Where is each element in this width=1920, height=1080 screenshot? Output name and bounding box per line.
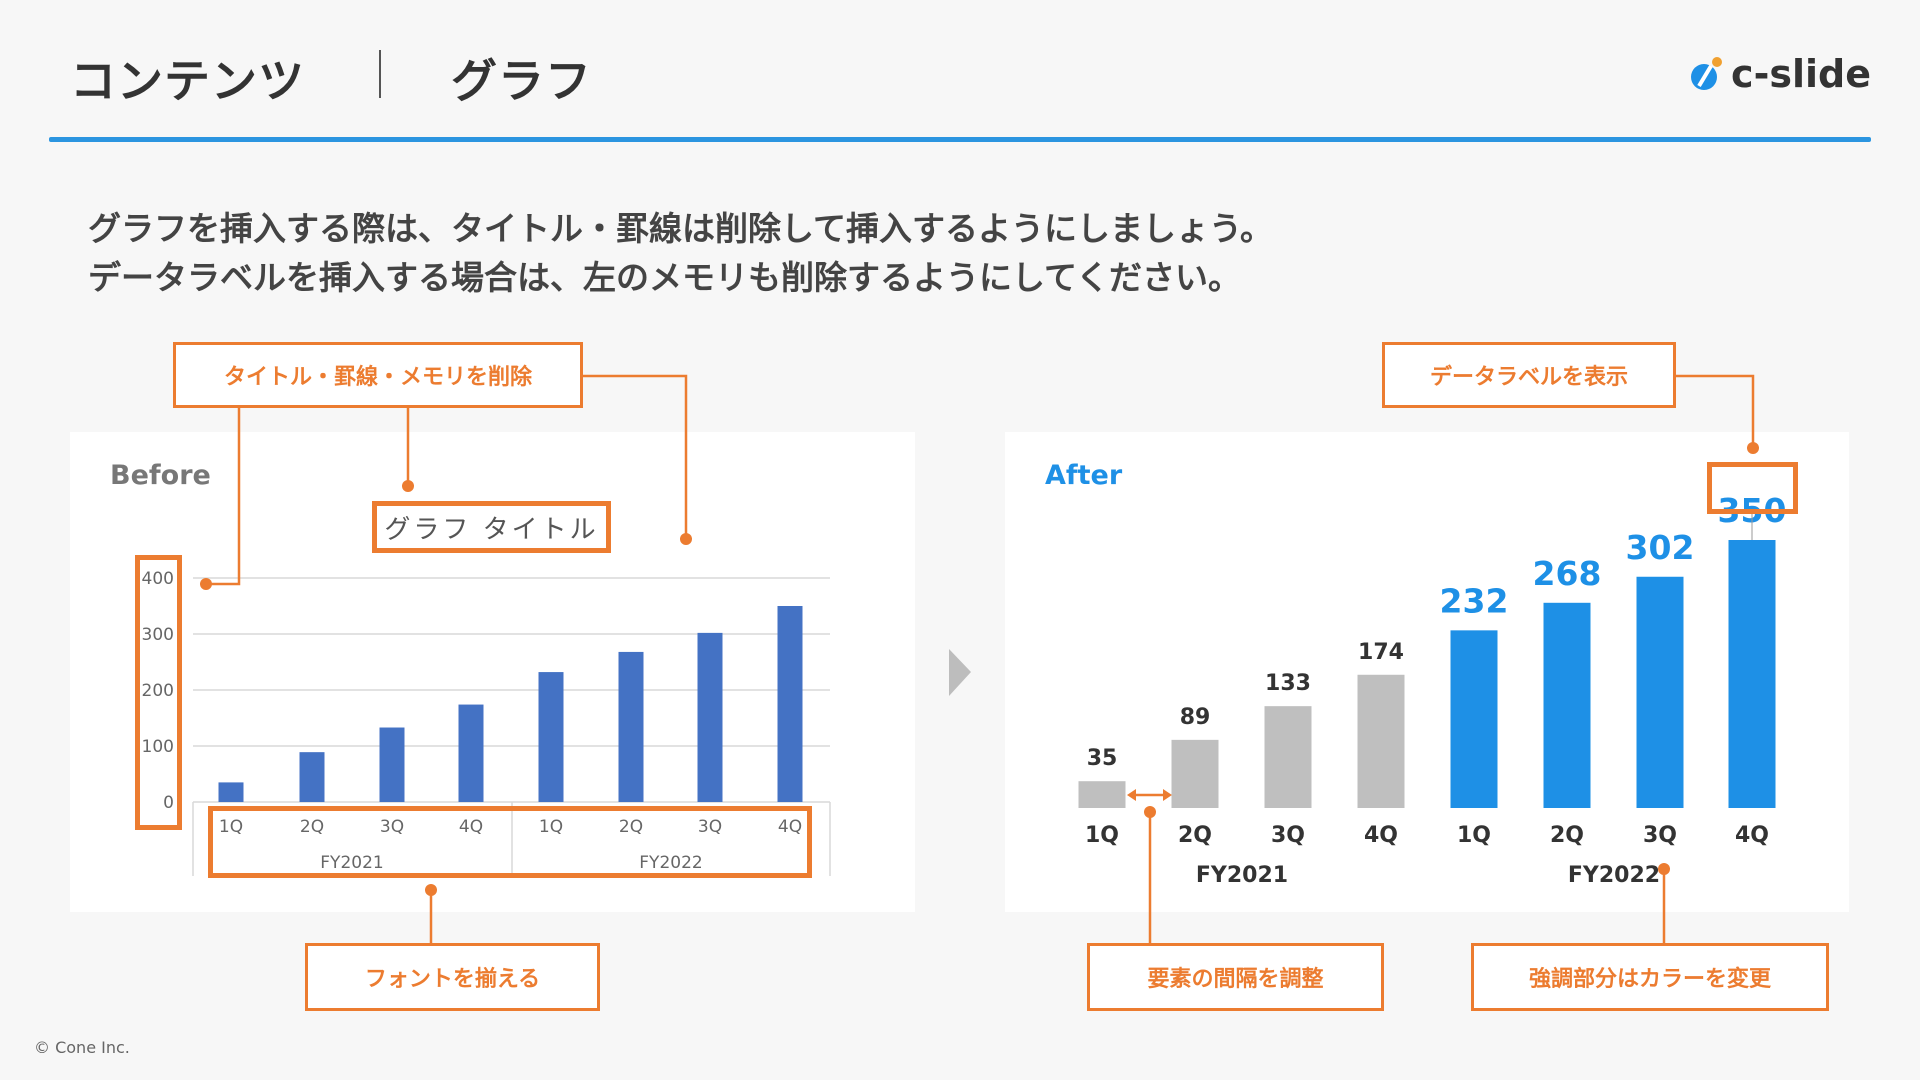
footer-copyright: © Cone Inc.	[34, 1038, 130, 1057]
before-bar	[618, 651, 644, 802]
before-bar	[458, 704, 484, 802]
after-bar	[1636, 576, 1684, 808]
before-bar	[538, 672, 564, 802]
before-category-label: 1Q	[539, 817, 563, 837]
before-category-label: 1Q	[219, 817, 243, 837]
connector-dot	[1658, 863, 1670, 875]
y-tick-label: 100	[142, 737, 174, 757]
connector-dot	[1144, 806, 1156, 818]
after-category-label: 1Q	[1085, 823, 1119, 848]
spacing-arrowheads	[1127, 789, 1172, 801]
y-tick-label: 0	[163, 793, 174, 813]
before-category-label: 2Q	[619, 817, 643, 837]
before-chart-title: グラフ タイトル	[372, 501, 611, 553]
callout-color: 強調部分はカラーを変更	[1471, 943, 1829, 1011]
callout-remove: タイトル・罫線・メモリを削除	[173, 342, 583, 408]
connector-dot	[1747, 442, 1759, 454]
before-category-label: 2Q	[300, 817, 324, 837]
y-tick-label: 300	[142, 625, 174, 645]
after-category-label: 3Q	[1643, 823, 1677, 848]
logo: c-slide	[1691, 52, 1871, 96]
after-bar	[1450, 630, 1498, 808]
after-bar	[1357, 674, 1405, 808]
y-tick-label: 200	[142, 681, 174, 701]
before-category-label: 3Q	[380, 817, 404, 837]
lead-line-2: データラベルを挿入する場合は、左のメモリも削除するようにしてください。	[88, 258, 1242, 297]
data-label: 35	[1087, 746, 1118, 771]
after-group-label: FY2021	[1196, 863, 1288, 888]
logo-icon	[1691, 57, 1723, 90]
before-group-label: FY2021	[320, 853, 383, 873]
after-category-label: 1Q	[1457, 823, 1491, 848]
after-group-label: FY2022	[1568, 863, 1660, 888]
after-category-label: 2Q	[1550, 823, 1584, 848]
callout-font: フォントを揃える	[305, 943, 600, 1011]
label-highlight	[1707, 462, 1798, 514]
section-title: コンテンツ	[70, 54, 305, 108]
after-category-label: 4Q	[1735, 823, 1769, 848]
callout-data-label: データラベルを表示	[1382, 342, 1676, 408]
yaxis-highlight	[135, 555, 182, 830]
data-label: 174	[1358, 640, 1404, 665]
after-category-label: 4Q	[1364, 823, 1398, 848]
data-label: 302	[1626, 528, 1695, 567]
after-category-label: 3Q	[1271, 823, 1305, 848]
data-label: 133	[1265, 671, 1311, 696]
callout-spacing: 要素の間隔を調整	[1087, 943, 1384, 1011]
logo-text: c-slide	[1731, 52, 1871, 96]
data-label: 89	[1180, 705, 1211, 730]
connector-dot	[680, 533, 692, 545]
title-divider	[379, 50, 381, 98]
before-category-label: 4Q	[778, 817, 802, 837]
after-bar	[1078, 781, 1126, 808]
page-title: グラフ	[451, 54, 592, 108]
connector-line	[583, 374, 688, 539]
after-label: After	[1045, 460, 1123, 491]
after-bar	[1543, 602, 1591, 808]
connector-dot	[425, 884, 437, 896]
connector-line	[1676, 374, 1755, 448]
before-bar	[697, 632, 723, 802]
category-highlight	[208, 806, 812, 878]
before-bar	[299, 752, 325, 802]
before-category-label: 4Q	[459, 817, 483, 837]
header-rule	[49, 137, 1871, 142]
before-bar	[379, 727, 405, 802]
before-group-label: FY2022	[639, 853, 702, 873]
lead-line-1: グラフを挿入する際は、タイトル・罫線は削除して挿入するようにしましょう。	[88, 209, 1274, 248]
y-tick-label: 400	[142, 569, 174, 589]
connector-dot	[200, 578, 212, 590]
after-category-label: 2Q	[1178, 823, 1212, 848]
before-bar	[218, 782, 244, 802]
before-bar	[777, 606, 803, 802]
data-label: 232	[1440, 581, 1509, 620]
connector-line	[206, 408, 241, 586]
after-bar	[1171, 739, 1219, 808]
after-bar	[1264, 706, 1312, 808]
after-bar	[1728, 540, 1776, 808]
connector-dot	[402, 480, 414, 492]
before-category-label: 3Q	[698, 817, 722, 837]
arrow-right-icon	[949, 649, 971, 696]
data-label: 268	[1533, 554, 1602, 593]
before-label: Before	[110, 460, 211, 491]
